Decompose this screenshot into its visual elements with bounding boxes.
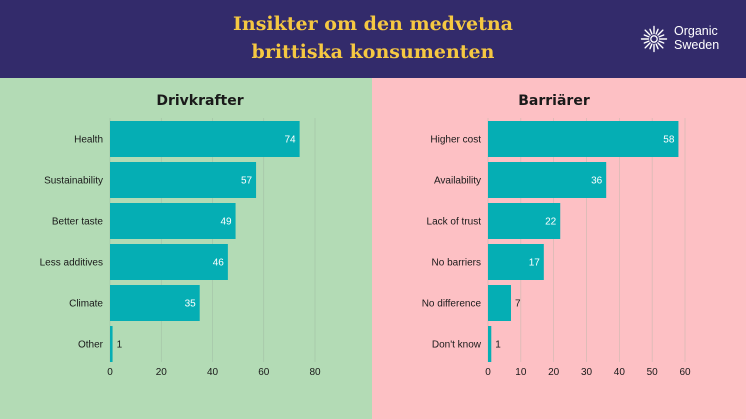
title-line-1: Insikter om den medvetna [233, 13, 513, 35]
driver-value-label: 1 [117, 340, 123, 351]
driver-category-label: Sustainability [44, 176, 103, 187]
sunburst-ray [643, 34, 650, 38]
logo-line-1: Organic [674, 24, 718, 38]
barriers-panel: Barriärer 0 10 20 30 40 50 60 Higher cost 58 Avail… [372, 78, 746, 419]
driver-value-label: 49 [220, 217, 232, 228]
barrier-bar [488, 203, 561, 239]
driver-category-label: Climate [69, 299, 103, 310]
barrier-tick-label: 20 [548, 367, 560, 378]
barriers-chart: Barriärer 0 10 20 30 40 50 60 Higher cost 58 Avail… [422, 93, 691, 378]
driver-bar [110, 285, 200, 321]
logo-line-2: Sweden [674, 38, 720, 52]
sunburst-ray [644, 42, 651, 49]
barrier-category-label: No difference [422, 299, 482, 310]
barrier-bar [488, 285, 511, 321]
barrier-tick-label: 40 [614, 367, 626, 378]
barrier-category-label: Don't know [432, 340, 482, 351]
driver-value-label: 57 [241, 176, 253, 187]
sunburst-ray [644, 29, 651, 36]
drivers-chart: Drivkrafter 0 20 40 60 80 Health 74 Sustainabili… [40, 93, 321, 378]
barrier-category-label: Higher cost [430, 135, 481, 146]
driver-value-label: 46 [213, 258, 225, 269]
drivers-panel: Drivkrafter 0 20 40 60 80 Health 74 Sustainabili… [0, 78, 372, 419]
driver-category-label: Better taste [52, 217, 104, 228]
driver-category-label: Other [78, 340, 104, 351]
driver-tick-label: 20 [156, 367, 168, 378]
driver-tick-label: 0 [107, 367, 113, 378]
organic-sweden-logo: Organic Sweden [640, 24, 740, 54]
driver-value-label: 74 [285, 135, 297, 146]
driver-bar [110, 244, 228, 280]
barrier-tick-label: 10 [515, 367, 527, 378]
barrier-value-label: 7 [515, 299, 521, 310]
driver-bar [110, 121, 300, 157]
driver-category-label: Health [74, 135, 103, 146]
sunburst-ray [657, 29, 664, 36]
logo-text: Organic Sweden [674, 24, 719, 52]
barrier-tick-label: 50 [647, 367, 659, 378]
driver-bar [110, 203, 236, 239]
barrier-category-label: Lack of trust [427, 217, 482, 228]
barrier-value-label: 58 [663, 135, 675, 146]
barrier-value-label: 1 [495, 340, 501, 351]
sunburst-ray [643, 40, 650, 44]
driver-tick-label: 40 [207, 367, 219, 378]
driver-bar [110, 326, 113, 362]
sunburst-ray [658, 40, 665, 44]
driver-tick-label: 80 [309, 367, 321, 378]
barrier-category-label: Availability [434, 176, 481, 187]
barrier-bar [488, 326, 492, 362]
driver-tick-label: 60 [258, 367, 270, 378]
sunburst-logo-icon [640, 25, 668, 53]
barrier-value-label: 17 [529, 258, 541, 269]
barrier-tick-label: 30 [581, 367, 593, 378]
sunburst-ray [657, 42, 664, 49]
driver-bar [110, 162, 257, 198]
header-banner: Insikter om den medvetna brittiska konsu… [0, 0, 746, 78]
barrier-bar [488, 162, 607, 198]
page-title: Insikter om den medvetna brittiska konsu… [173, 10, 573, 66]
barrier-value-label: 22 [545, 217, 557, 228]
sunburst-ray [655, 28, 659, 35]
driver-chart-title: Drivkrafter [156, 93, 243, 109]
barrier-tick-label: 0 [485, 367, 491, 378]
barrier-value-label: 36 [591, 176, 603, 187]
sunburst-ray [649, 43, 653, 50]
sunburst-ray [649, 28, 653, 35]
driver-value-label: 35 [185, 299, 197, 310]
barrier-bar [488, 121, 679, 157]
title-line-2: brittiska konsumenten [251, 41, 495, 63]
sunburst-ray [655, 43, 659, 50]
sunburst-ray [658, 34, 665, 38]
barrier-tick-label: 60 [679, 367, 691, 378]
barrier-bar [488, 244, 544, 280]
barrier-chart-title: Barriärer [518, 93, 590, 109]
barrier-category-label: No barriers [432, 258, 481, 269]
driver-category-label: Less additives [40, 258, 103, 269]
